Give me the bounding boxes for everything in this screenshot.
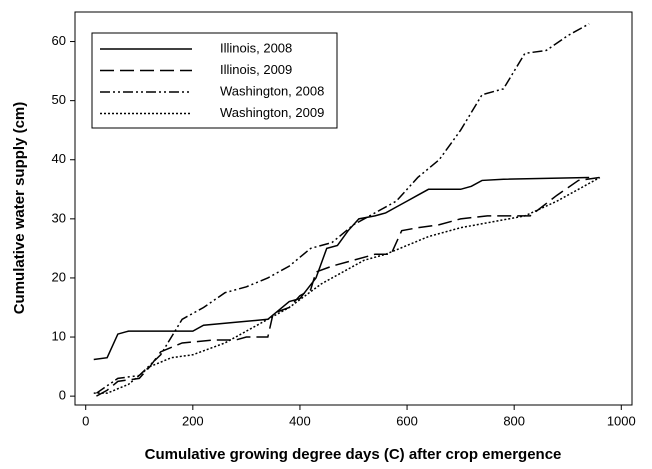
y-tick-label: 50 bbox=[52, 92, 66, 107]
x-tick-label: 400 bbox=[289, 413, 311, 428]
y-tick-label: 60 bbox=[52, 33, 66, 48]
y-tick-label: 20 bbox=[52, 269, 66, 284]
series-line bbox=[95, 23, 590, 394]
x-tick-label: 600 bbox=[396, 413, 418, 428]
y-tick-label: 10 bbox=[52, 328, 66, 343]
x-axis-title: Cumulative growing degree days (C) after… bbox=[145, 446, 562, 463]
legend-label: Washington, 2009 bbox=[220, 105, 324, 120]
legend-label: Illinois, 2009 bbox=[220, 62, 292, 77]
series-line bbox=[93, 176, 590, 361]
x-tick-label: 1000 bbox=[607, 413, 636, 428]
plot-frame bbox=[74, 11, 633, 406]
y-tick-label: 30 bbox=[52, 210, 66, 225]
y-tick-label: 40 bbox=[52, 151, 66, 166]
x-tick-label: 0 bbox=[82, 413, 89, 428]
legend-label: Washington, 2008 bbox=[220, 83, 324, 98]
x-tick-label: 200 bbox=[182, 413, 204, 428]
y-axis-title: Cumulative water supply (cm) bbox=[11, 102, 28, 315]
legend-label: Illinois, 2008 bbox=[220, 40, 292, 55]
series-line bbox=[96, 176, 600, 397]
x-tick-label: 800 bbox=[503, 413, 525, 428]
series-line bbox=[93, 176, 601, 394]
y-tick-label: 0 bbox=[59, 388, 66, 403]
